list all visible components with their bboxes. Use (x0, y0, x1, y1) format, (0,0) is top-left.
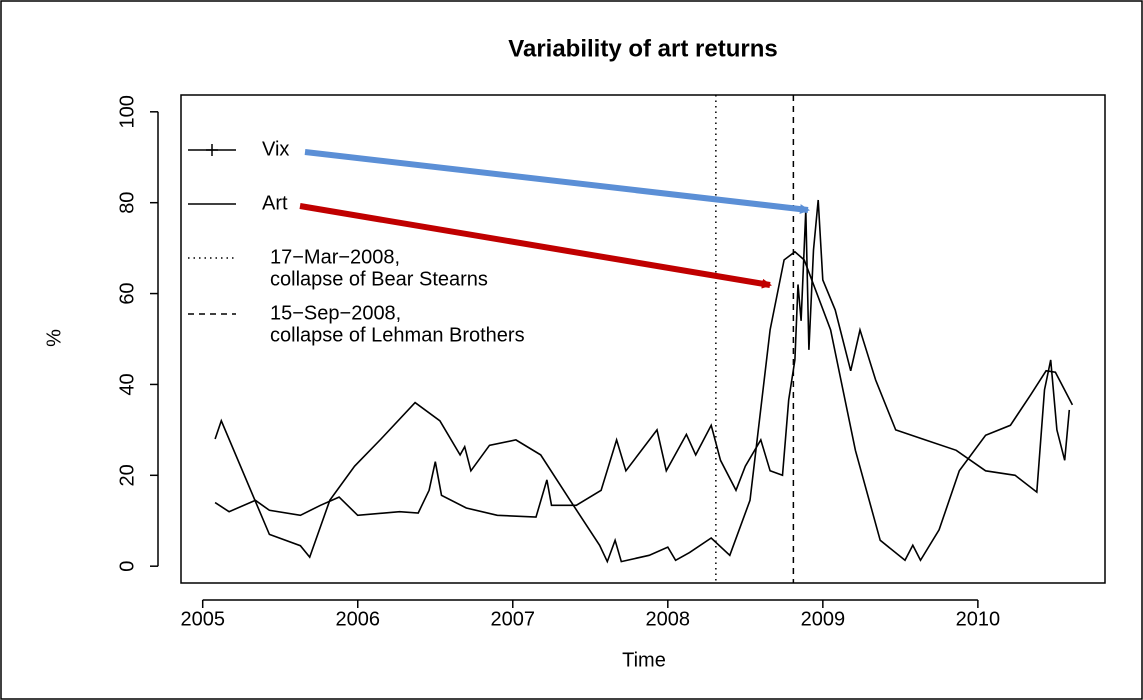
plot: 0 20 40 60 80 100 2005 2006 2007 2008 2009 2010 Vix A… (116, 95, 1074, 630)
art-arrow (299, 203, 772, 289)
x-tick-label: 2005 (180, 608, 225, 630)
y-axis-label: % (43, 329, 65, 347)
legend-label: collapse of Lehman Brothers (270, 324, 525, 346)
plot-box (180, 94, 1106, 584)
legend-marker (206, 144, 218, 156)
y-tick-label: 60 (116, 282, 138, 304)
chart-title: Variability of art returns (508, 35, 777, 62)
y-tick-label: 40 (116, 373, 138, 395)
x-tick-label: 2009 (801, 608, 846, 630)
x-axis-label: Time (622, 649, 666, 671)
legend-label: 15−Sep−2008, (270, 302, 401, 324)
x-tick-label: 2006 (335, 608, 380, 630)
legend-label: 17−Mar−2008, (270, 246, 400, 268)
legend-label: Art (262, 192, 288, 214)
vix-arrow (304, 149, 810, 215)
x-tick-label: 2007 (491, 608, 536, 630)
y-tick-label: 80 (116, 192, 138, 214)
legend-label: Vix (262, 138, 289, 160)
legend-label: collapse of Bear Stearns (270, 268, 488, 290)
y-tick-label: 100 (116, 95, 138, 128)
x-tick-label: 2010 (956, 608, 1001, 630)
x-tick-label: 2008 (646, 608, 691, 630)
series-line (214, 250, 1074, 564)
series-line (214, 199, 1071, 518)
y-tick-label: 0 (116, 561, 138, 572)
y-tick-label: 20 (116, 464, 138, 486)
